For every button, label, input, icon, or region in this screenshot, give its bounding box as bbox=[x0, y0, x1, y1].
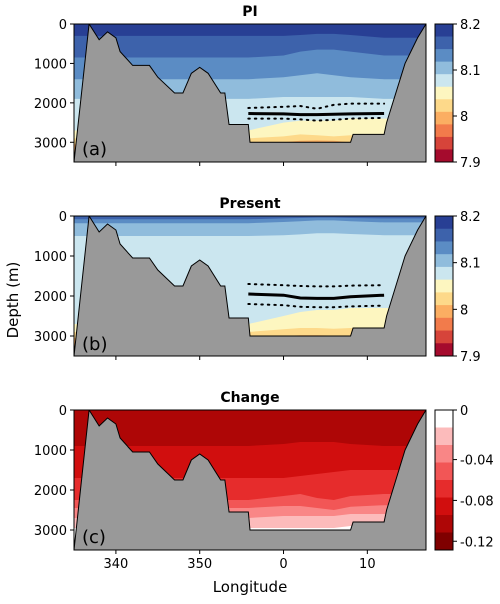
colorbar-tick-label: 0 bbox=[460, 404, 468, 419]
colorbar-band bbox=[435, 305, 453, 319]
colorbar-tick-label: 8 bbox=[460, 110, 468, 125]
y-tick-label: 1000 bbox=[34, 250, 67, 265]
colorbar-band bbox=[435, 136, 453, 150]
panel-b: Present 0 1000 2000 3000 (b) 8.2 8.1 8 7.9 bbox=[34, 196, 481, 365]
colorbar-tick-label: 7.9 bbox=[460, 350, 481, 365]
x-tick-label: 0 bbox=[279, 557, 287, 572]
x-tick-label: 350 bbox=[187, 557, 212, 572]
colorbar-tick-label: 7.9 bbox=[460, 156, 481, 171]
x-tick-label: 340 bbox=[103, 557, 128, 572]
lysocline-solid bbox=[248, 292, 385, 300]
colorbar-frame bbox=[434, 23, 454, 163]
axes-frame bbox=[73, 409, 427, 551]
y-tick-label: 2000 bbox=[34, 97, 67, 112]
colorbar-band bbox=[435, 149, 453, 163]
colorbar-band bbox=[435, 279, 453, 293]
lysocline-solid bbox=[248, 112, 385, 117]
y-tick-label: 0 bbox=[59, 404, 67, 419]
y-tick-label: 3000 bbox=[34, 330, 67, 345]
colorbar-band bbox=[435, 124, 453, 138]
colorbar-band bbox=[435, 241, 453, 255]
colorbar-band bbox=[435, 515, 453, 533]
colorbar-tick-label: -0.04 bbox=[460, 454, 494, 469]
y-tick-label: 3000 bbox=[34, 136, 67, 151]
panel-letter: (c) bbox=[82, 527, 106, 548]
y-tick-label: 3000 bbox=[34, 524, 67, 539]
colorbar-band bbox=[435, 292, 453, 306]
panel-title: PI bbox=[242, 4, 257, 20]
colorbar-band bbox=[435, 24, 453, 37]
x-axis-label: Longitude bbox=[213, 578, 288, 596]
plot-area bbox=[74, 410, 426, 550]
colorbar-band bbox=[435, 61, 453, 75]
y-axis-label: Depth (m) bbox=[4, 262, 22, 339]
colorbar-band bbox=[435, 427, 453, 446]
colorbar-band bbox=[435, 228, 453, 242]
lysocline-dotted-upper bbox=[247, 102, 386, 110]
colorbar-frame bbox=[434, 409, 454, 551]
colorbar-band bbox=[435, 410, 453, 428]
colorbar-band bbox=[435, 86, 453, 100]
axes-frame bbox=[73, 23, 427, 163]
colorbar-band bbox=[435, 330, 453, 344]
panel-title: Present bbox=[219, 196, 280, 212]
seafloor-mask bbox=[74, 410, 426, 550]
panel-a: PI 0 1000 2000 3000 (a) 8.2 8.1 8 7.9 bbox=[34, 4, 481, 171]
y-tick-label: 0 bbox=[59, 210, 67, 225]
colorbar-tick-label: -0.08 bbox=[460, 494, 494, 509]
colorbar-tick-label: 8.1 bbox=[460, 257, 481, 272]
colorbar: 8.2 8.1 8 7.9 bbox=[434, 210, 481, 365]
y-tick-label: 0 bbox=[59, 18, 67, 33]
seafloor-mask bbox=[74, 216, 426, 356]
colorbar-tick-label: 8.2 bbox=[460, 210, 481, 225]
y-tick-label: 1000 bbox=[34, 444, 67, 459]
y-tick-label: 2000 bbox=[34, 484, 67, 499]
colorbar-band bbox=[435, 99, 453, 113]
colorbar-band bbox=[435, 111, 453, 125]
panel-letter: (a) bbox=[82, 139, 107, 160]
axes-frame bbox=[73, 215, 427, 357]
colorbar-tick-label: -0.12 bbox=[460, 535, 494, 550]
colorbar-frame bbox=[434, 215, 454, 357]
colorbar-tick-label: 8.2 bbox=[460, 18, 481, 33]
y-tick-label: 2000 bbox=[34, 290, 67, 305]
x-tick-label: 10 bbox=[359, 557, 376, 572]
panel-title: Change bbox=[220, 390, 279, 406]
colorbar-band bbox=[435, 532, 453, 551]
colorbar-band bbox=[435, 462, 453, 481]
colorbar-band bbox=[435, 254, 453, 268]
colorbar-band bbox=[435, 343, 453, 357]
colorbar-band bbox=[435, 36, 453, 50]
colorbar-band bbox=[435, 317, 453, 331]
panel-letter: (b) bbox=[82, 334, 107, 355]
panel-c: Change 0 1000 2000 3000 340 350 0 10 (c) 0 -0.04 -0.… bbox=[34, 390, 494, 572]
colorbar-band bbox=[435, 49, 453, 63]
y-tick-label: 1000 bbox=[34, 57, 67, 72]
colorbar-tick-label: 8 bbox=[460, 303, 468, 318]
seafloor-mask bbox=[74, 24, 426, 162]
plot-area bbox=[74, 24, 426, 162]
plot-area bbox=[74, 216, 426, 356]
colorbar-band bbox=[435, 266, 453, 281]
colorbar: 8.2 8.1 8 7.9 bbox=[434, 18, 481, 171]
colorbar: 0 -0.04 -0.08 -0.12 bbox=[434, 404, 494, 551]
colorbar-band bbox=[435, 480, 453, 498]
colorbar-band bbox=[435, 445, 453, 463]
colorbar-band bbox=[435, 216, 453, 230]
colorbar-tick-label: 8.1 bbox=[460, 64, 481, 79]
colorbar-band bbox=[435, 497, 453, 516]
colorbar-band bbox=[435, 74, 453, 88]
